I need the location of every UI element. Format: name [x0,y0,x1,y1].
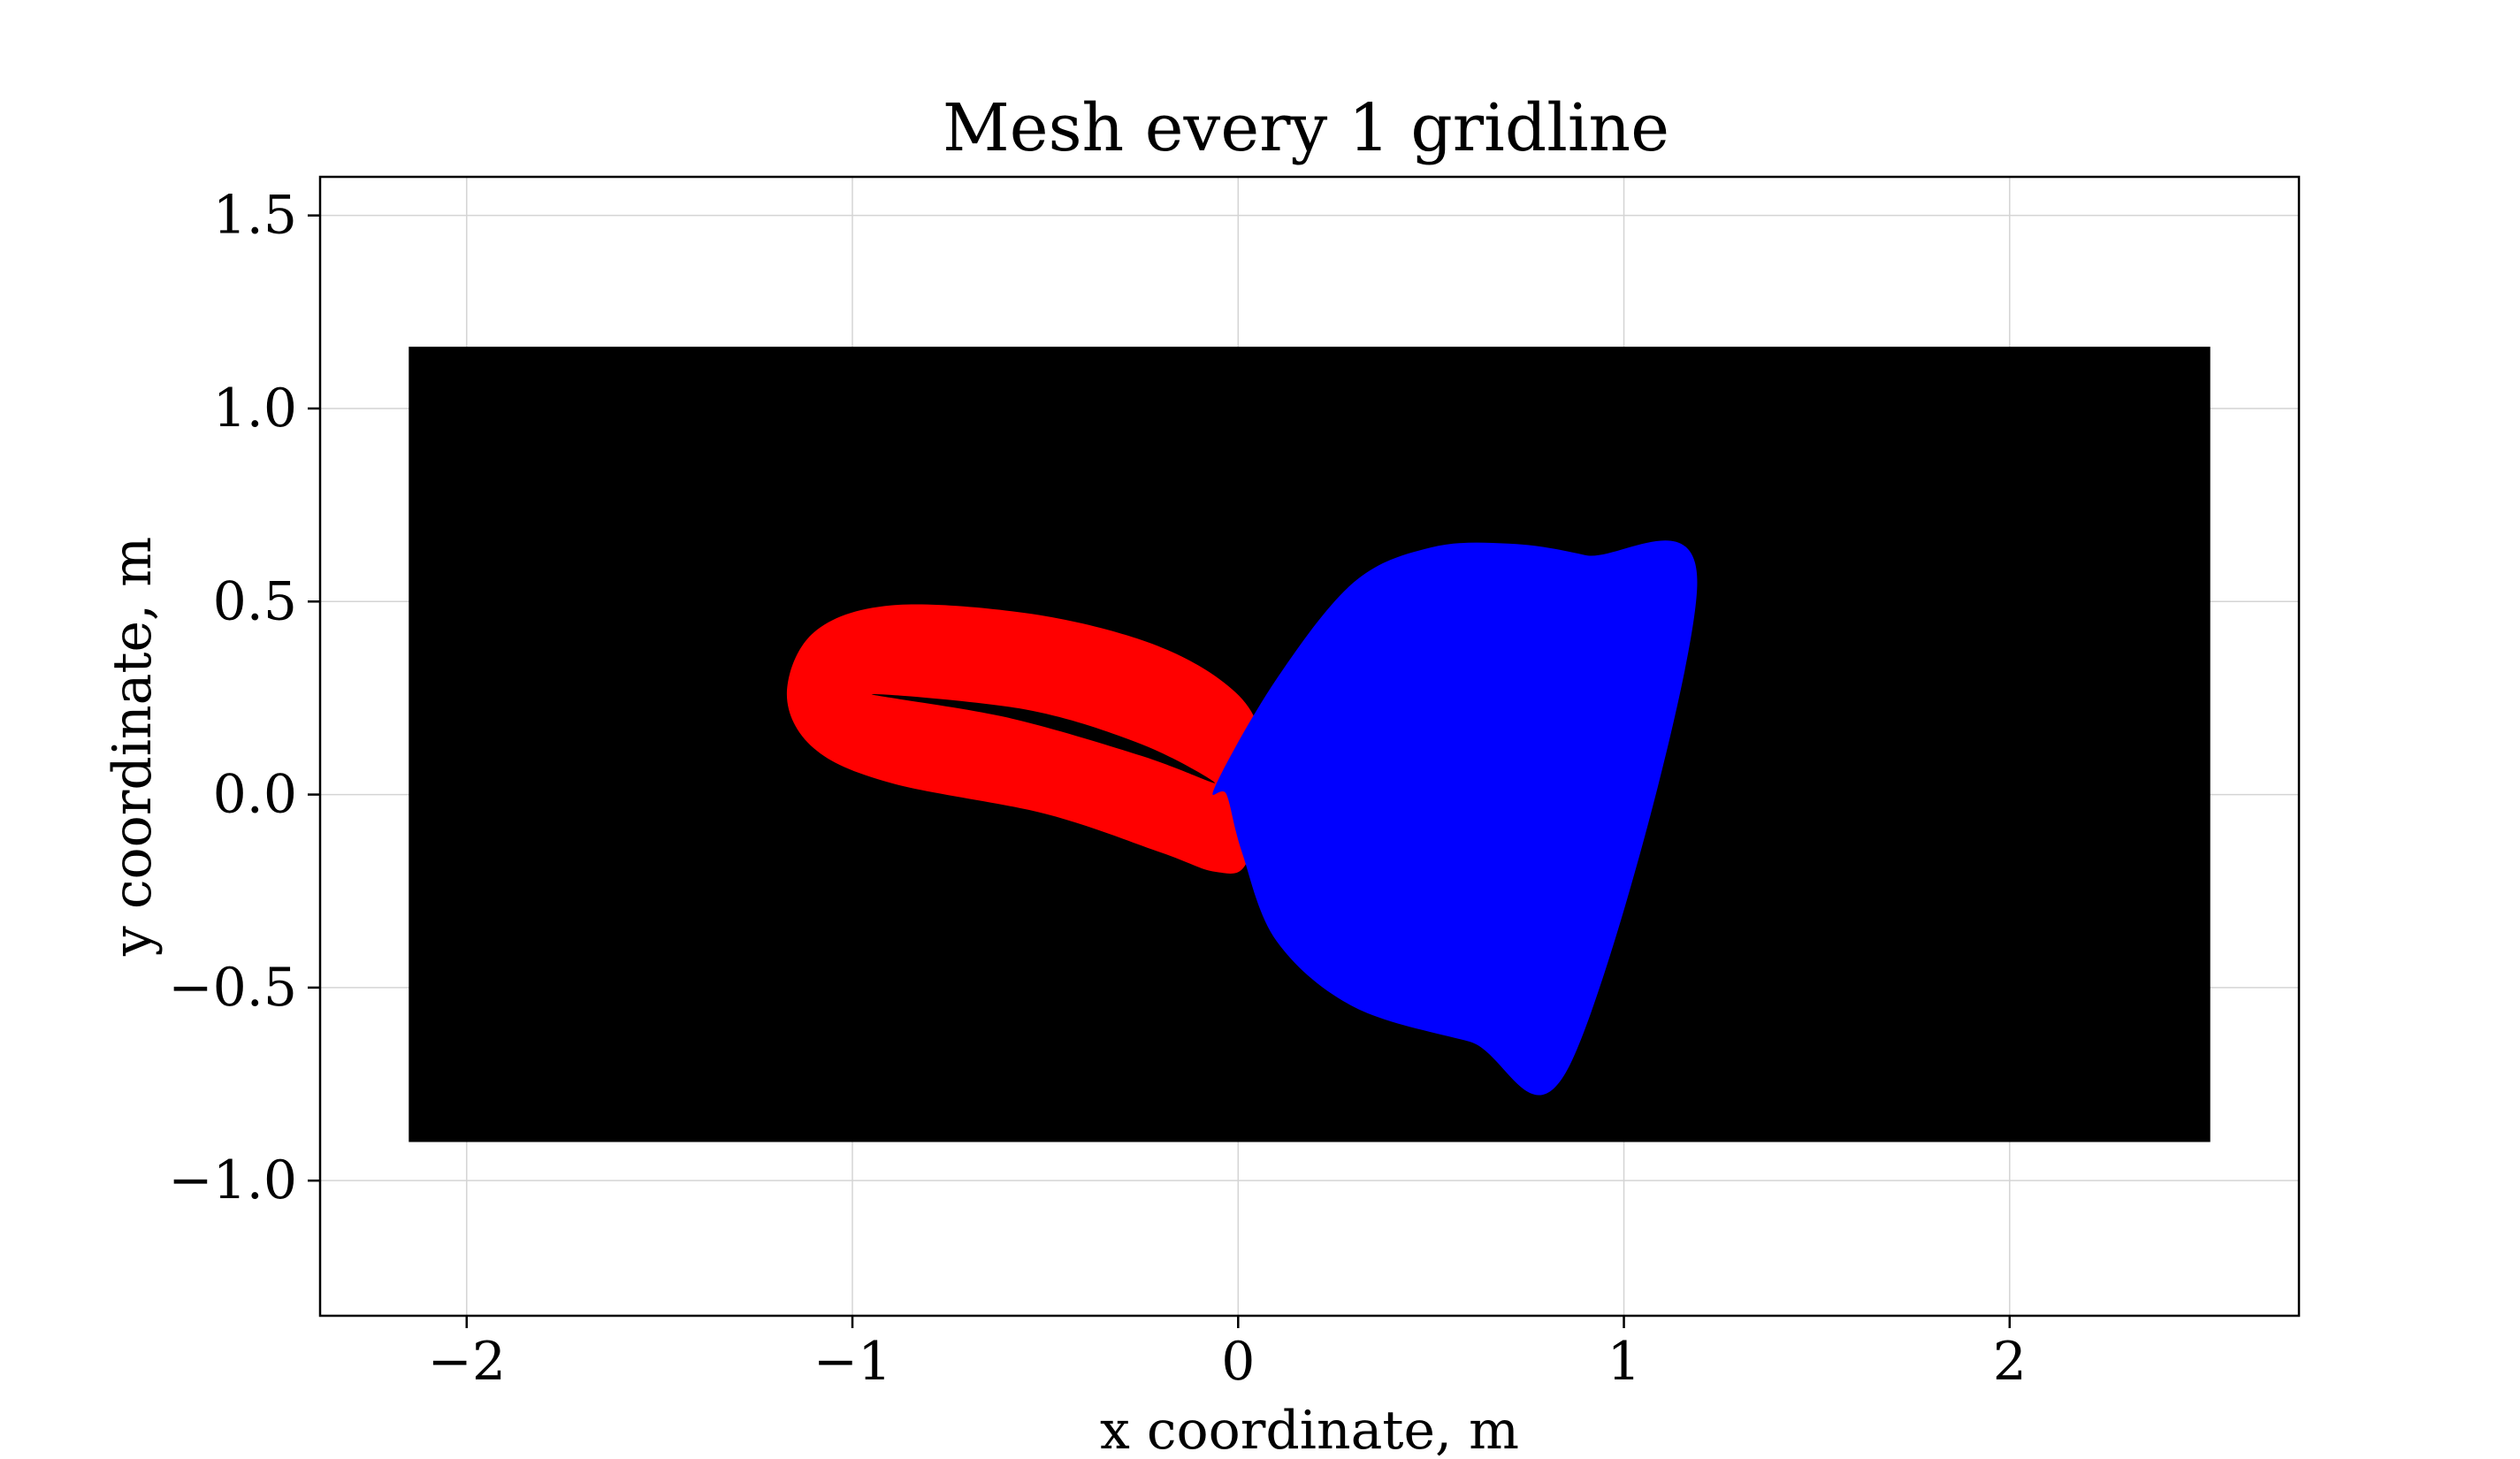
y-tick-label: 0.5 [213,570,297,632]
x-tick-label: 0 [1221,1331,1255,1393]
plot-area: −2 −1 0 1 2 1.5 1.0 0.5 0.0 −0.5 −1.0 [168,175,2301,1393]
axis-ticks: −2 −1 0 1 2 1.5 1.0 0.5 0.0 −0.5 −1.0 [168,185,2027,1393]
x-tick-label: −1 [813,1331,891,1393]
airfoil-mesh [786,604,1261,874]
mesh-series [409,347,2211,1142]
fan-mesh [1212,540,1698,1096]
y-tick-label: 1.5 [213,185,297,247]
x-tick-label: 1 [1607,1331,1640,1393]
y-tick-label: −1.0 [168,1150,297,1211]
y-tick-label: 1.0 [213,378,297,439]
y-axis-label: y coordinate, m [102,537,164,957]
axes-frame [318,175,2301,1318]
chart-title: Mesh every 1 gridline [943,90,1669,166]
x-tick-label: −2 [428,1331,506,1393]
x-tick-label: 2 [1993,1331,2027,1393]
y-tick-label: 0.0 [213,764,297,826]
y-tick-label: −0.5 [168,957,297,1019]
x-axis-label: x coordinate, m [1100,1400,1519,1459]
